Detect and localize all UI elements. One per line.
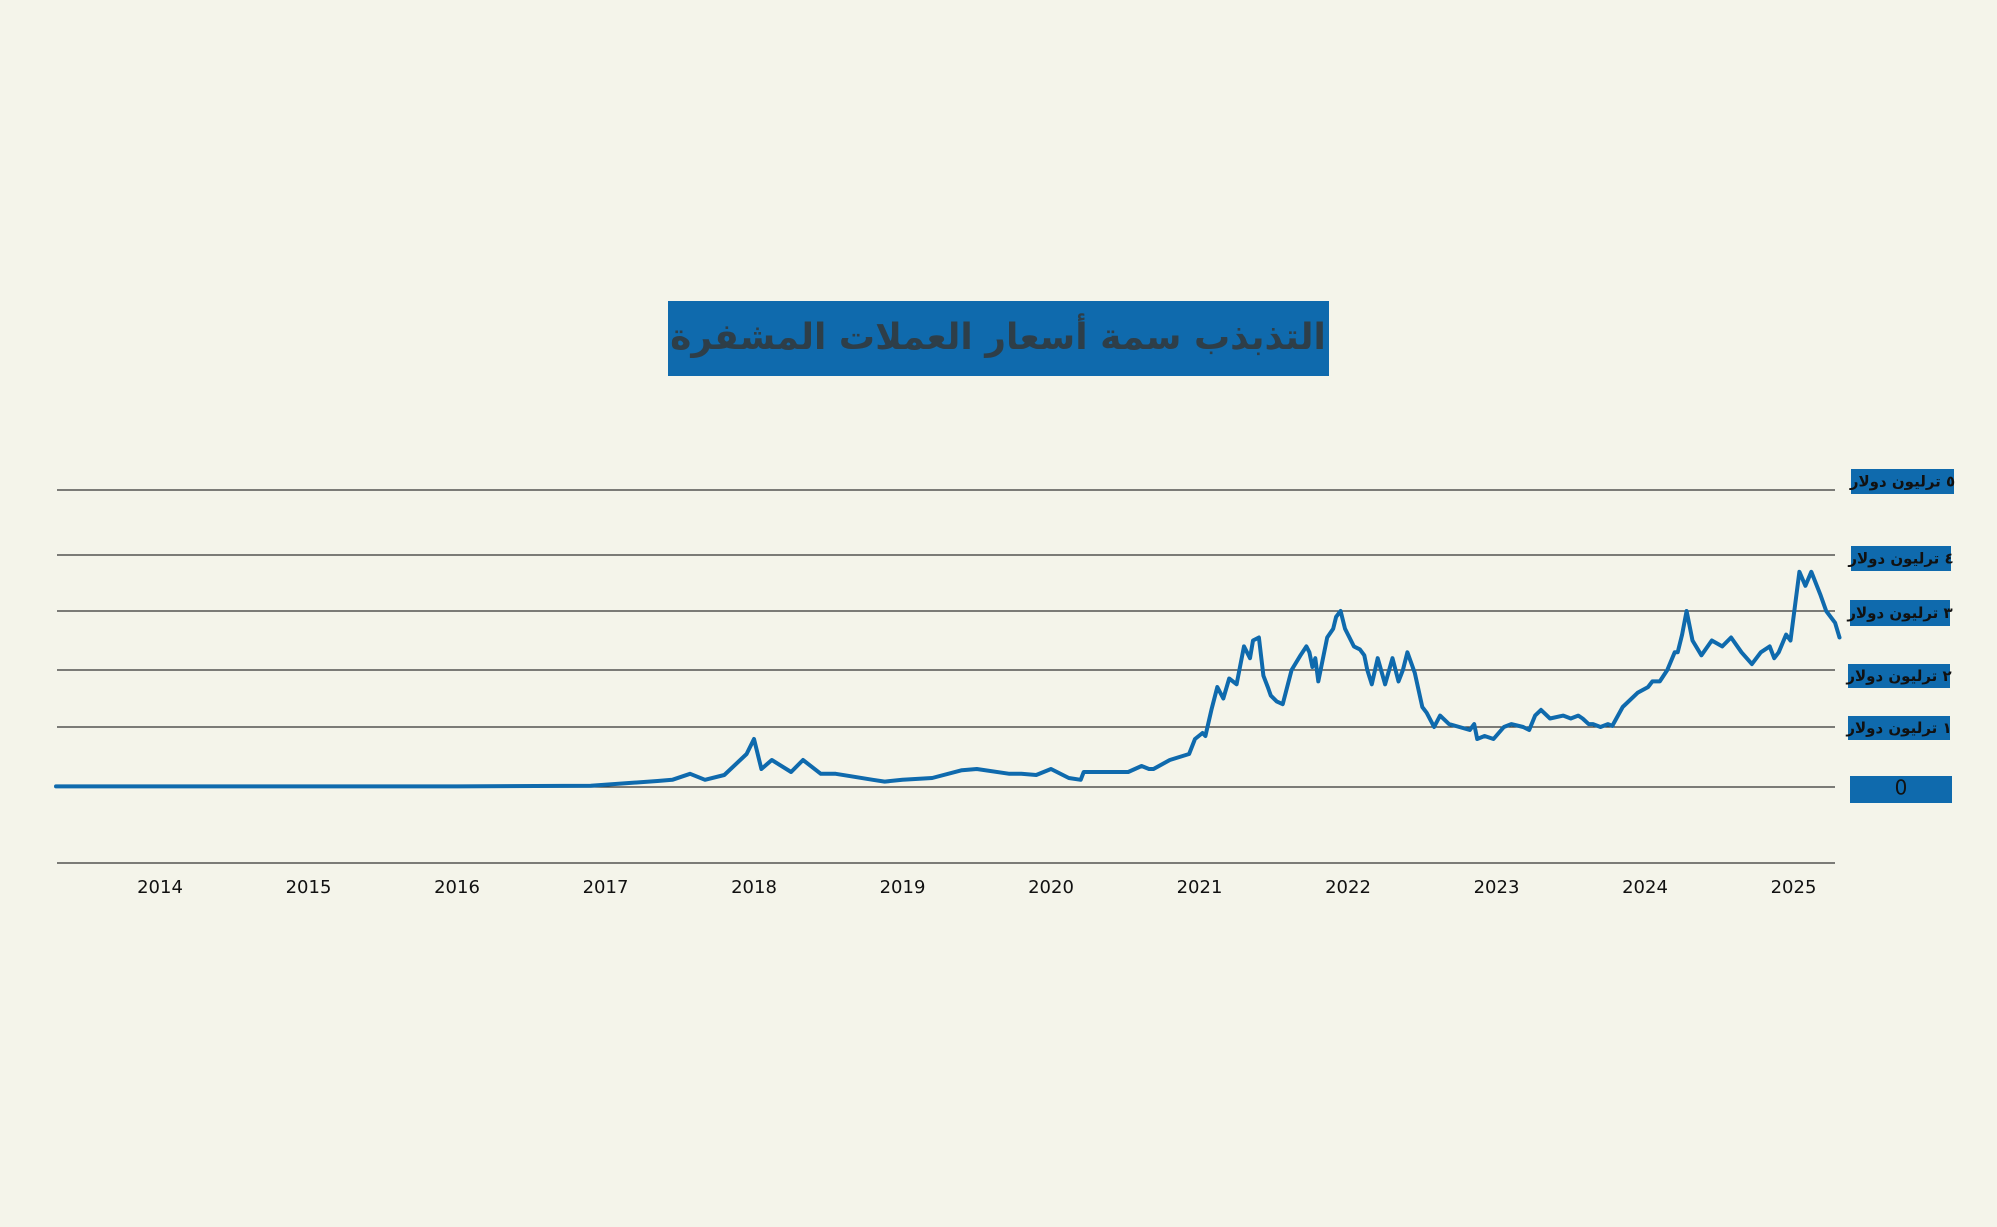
y-tick-badge (1848, 664, 1950, 688)
x-tick-label: 2023 (1474, 877, 1520, 898)
y-tick-label: 0 (1895, 776, 1908, 800)
y-axis-labels: 0 ١ ترليون دولار ٢ ترليون دولار ٣ ترليون دو… (1845, 469, 1955, 803)
y-tick-badge (1851, 469, 1954, 494)
x-tick-label: 2017 (583, 877, 629, 898)
y-tick-badge (1848, 716, 1950, 740)
x-tick-label: 2021 (1177, 877, 1223, 898)
y-tick-label: ٣ ترليون دولار (1846, 604, 1952, 622)
x-tick-label: 2016 (434, 877, 480, 898)
series-line (54, 569, 1842, 789)
y-tick-label: ١ ترليون دولار (1845, 719, 1951, 737)
chart-title: التذبذب سمة أسعار العملات المشفرة (670, 313, 1326, 358)
x-tick-label: 2024 (1622, 877, 1668, 898)
x-tick-label: 2014 (137, 877, 183, 898)
x-tick-label: 2019 (880, 877, 926, 898)
x-axis-labels: 2014 2015 2016 2017 2018 2019 2020 2021 2022 2023… (137, 877, 1816, 898)
x-tick-label: 2018 (731, 877, 777, 898)
y-tick-badge (1850, 600, 1950, 626)
x-tick-label: 2015 (286, 877, 332, 898)
title-box (668, 301, 1329, 376)
x-tick-label: 2025 (1771, 877, 1817, 898)
gridlines (57, 489, 1835, 864)
y-tick-badge (1850, 776, 1952, 803)
x-tick-label: 2020 (1028, 877, 1074, 898)
y-tick-label: ٢ ترليون دولار (1845, 667, 1951, 685)
x-tick-label: 2022 (1325, 877, 1371, 898)
y-tick-label: ٤ ترليون دولار (1847, 550, 1953, 568)
y-tick-label: ٥ ترليون دولار (1849, 473, 1955, 491)
y-tick-badge (1851, 546, 1951, 571)
